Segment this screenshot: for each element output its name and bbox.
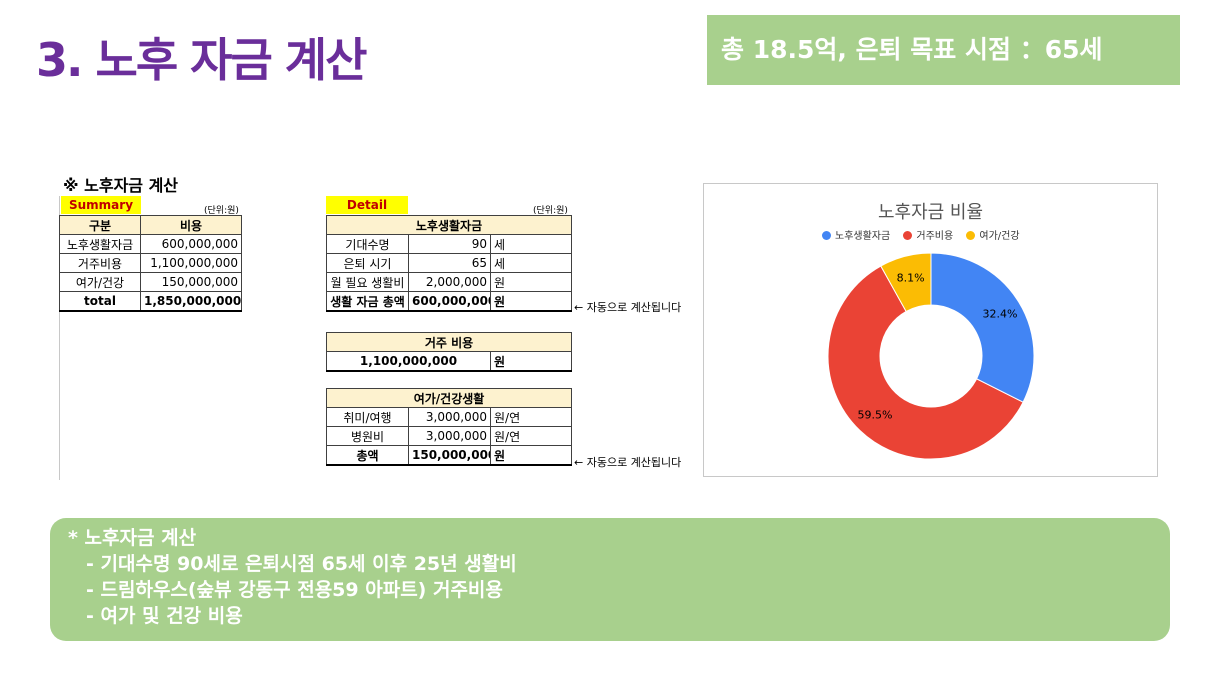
info-heading: * 노후자금 계산: [68, 527, 197, 549]
sheet-border: [59, 196, 60, 480]
slice-living: [930, 252, 1035, 403]
leisure-unit: 원/연: [490, 426, 572, 446]
table-row: 은퇴 시기 65 세: [326, 253, 573, 273]
info-line: - 드림하우스(숲뷰 강동구 전용59 아파트) 거주비용: [86, 579, 503, 601]
detail-unit: (단위:원): [533, 206, 568, 216]
living-auto-note: ← 자동으로 계산됩니다: [574, 301, 682, 314]
summary-table: 구분 비용 노후생활자금 600,000,000 거주비용 1,100,000,…: [59, 215, 242, 312]
table-row: 거주비용 1,100,000,000: [59, 253, 242, 273]
summary-label: 노후생활자금: [59, 234, 141, 254]
legend-label: 거주비용: [916, 231, 954, 242]
info-line: - 여가 및 건강 비용: [86, 605, 243, 627]
summary-total-value: 1,850,000,000: [140, 291, 242, 312]
chart-title: 노후자금 비율: [877, 202, 984, 223]
table-row-total: 생활 자금 총액 600,000,000 원: [326, 291, 573, 312]
living-label: 은퇴 시기: [326, 253, 409, 273]
table-row: 월 필요 생활비 2,000,000 원: [326, 272, 573, 292]
table-row: 여가/건강 150,000,000: [59, 272, 242, 292]
table-row: 병원비 3,000,000 원/연: [326, 426, 572, 446]
chart-legend: 노후생활자금 거주비용 여가/건강: [822, 227, 1030, 242]
summary-label: 거주비용: [59, 253, 141, 273]
summary-banner: 총 18.5억, 은퇴 목표 시점 ：65세: [707, 15, 1180, 85]
living-unit: 원: [489, 272, 573, 292]
leisure-total-label: 총액: [326, 445, 409, 466]
living-label: 기대수명: [326, 234, 409, 254]
living-value: 2,000,000: [408, 272, 491, 292]
leisure-label: 취미/여행: [326, 407, 409, 427]
living-value: 90: [408, 234, 491, 254]
leisure-auto-note: ← 자동으로 계산됩니다: [574, 456, 682, 469]
summary-value: 1,100,000,000: [140, 253, 242, 273]
info-box: * 노후자금 계산 - 기대수명 90세로 은퇴시점 65세 이후 25년 생활…: [50, 518, 1170, 641]
table-row-total: total 1,850,000,000: [59, 291, 242, 312]
slice-label: 59.5%: [858, 409, 893, 422]
summary-tag: Summary: [61, 196, 141, 214]
living-unit: 세: [489, 234, 573, 254]
leisure-label: 병원비: [326, 426, 409, 446]
summary-header-cost: 비용: [140, 215, 242, 235]
legend-label: 노후생활자금: [835, 231, 891, 242]
legend-item: 거주비용: [903, 227, 953, 242]
living-total-label: 생활 자금 총액: [326, 291, 409, 312]
summary-value: 600,000,000: [140, 234, 242, 254]
living-total-unit: 원: [489, 291, 573, 312]
legend-item: 노후생활자금: [822, 227, 890, 242]
leisure-table: 여가/건강생활 취미/여행 3,000,000 원/연 병원비 3,000,00…: [326, 388, 572, 466]
summary-label: 여가/건강: [59, 272, 141, 292]
living-value: 65: [408, 253, 491, 273]
legend-swatch: [822, 231, 831, 240]
legend-item: 여가/건강: [966, 227, 1020, 242]
housing-table: 거주 비용 1,100,000,000 원: [326, 332, 572, 372]
living-table: 노후생활자금 기대수명 90 세 은퇴 시기 65 세 월 필요 생활비 2,0…: [325, 215, 573, 312]
housing-unit: 원: [490, 351, 572, 372]
housing-value: 1,100,000,000: [326, 351, 491, 372]
leisure-header: 여가/건강생활: [326, 388, 572, 408]
summary-value: 150,000,000: [140, 272, 242, 292]
table-row-total: 총액 150,000,000 원: [326, 445, 572, 466]
info-line: - 기대수명 90세로 은퇴시점 65세 이후 25년 생활비: [86, 553, 517, 575]
ratio-chart: 노후자금 비율 노후생활자금 거주비용 여가/건강 32.4% 59.5% 8.1%: [703, 183, 1158, 477]
summary-total-label: total: [59, 291, 141, 312]
leisure-total-unit: 원: [490, 445, 572, 466]
table-row: 1,100,000,000 원: [326, 351, 572, 372]
slice-housing: [827, 265, 1024, 460]
table-row: 취미/여행 3,000,000 원/연: [326, 407, 572, 427]
table-row: 기대수명 90 세: [326, 234, 573, 254]
slice-label: 32.4%: [982, 307, 1017, 320]
living-header: 노후생활자금: [325, 215, 573, 235]
leisure-value: 3,000,000: [408, 426, 491, 446]
slice-leisure: [880, 252, 932, 313]
summary-unit: (단위:원): [204, 206, 239, 216]
summary-header-category: 구분: [59, 215, 141, 235]
living-unit: 세: [489, 253, 573, 273]
legend-swatch: [966, 231, 976, 240]
sheet-heading: ※ 노후자금 계산: [63, 176, 179, 195]
slice-label: 8.1%: [897, 272, 925, 285]
leisure-total-value: 150,000,000: [408, 445, 491, 466]
table-row: 노후생활자금 600,000,000: [59, 234, 242, 254]
page-title: 3. 노후 자금 계산: [36, 33, 367, 87]
legend-swatch: [903, 231, 913, 240]
leisure-value: 3,000,000: [408, 407, 491, 427]
detail-tag: Detail: [326, 196, 408, 214]
donut-chart: 32.4% 59.5% 8.1%: [827, 252, 1035, 460]
living-label: 월 필요 생활비: [326, 272, 409, 292]
living-total-value: 600,000,000: [408, 291, 491, 312]
leisure-unit: 원/연: [490, 407, 572, 427]
housing-header: 거주 비용: [326, 332, 572, 352]
legend-label: 여가/건강: [979, 231, 1020, 242]
